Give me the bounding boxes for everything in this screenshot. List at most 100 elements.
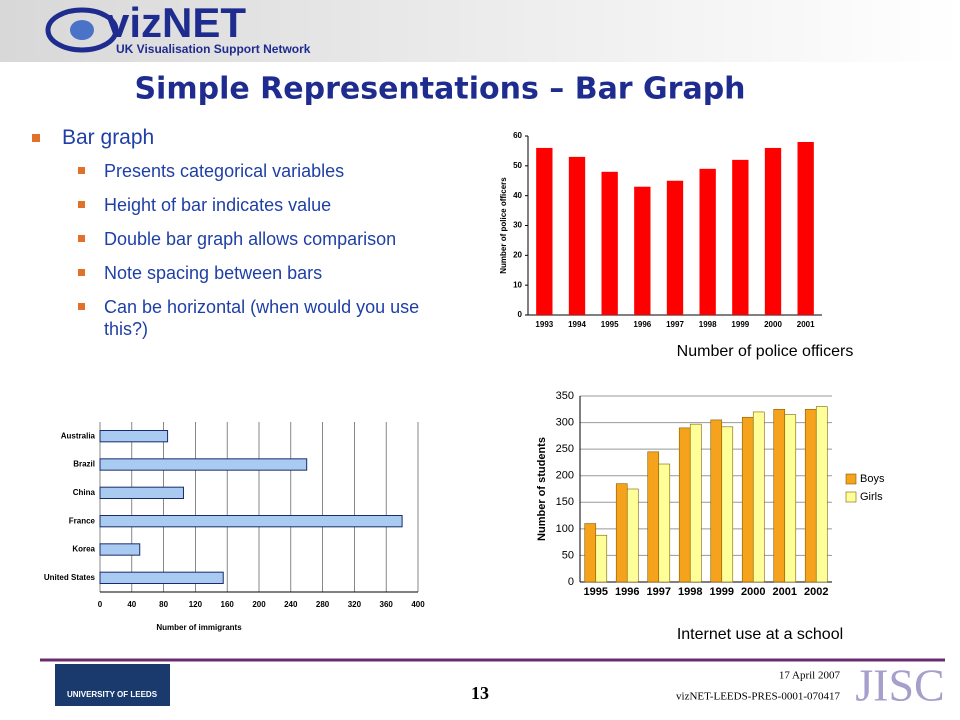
x-tick-label: 200 xyxy=(252,600,266,609)
sub-bullet: Note spacing between bars xyxy=(28,262,448,284)
y-tick-label: 30 xyxy=(513,221,522,230)
y-tick-label: 50 xyxy=(513,161,522,170)
logo-dot xyxy=(70,20,94,40)
bar xyxy=(615,483,628,583)
y-axis-label: Number of students xyxy=(536,437,548,541)
y-tick-label: 0 xyxy=(568,576,574,588)
logo-swoosh xyxy=(45,7,119,53)
bar xyxy=(99,543,141,556)
university: UNIVERSITY OF LEEDS xyxy=(67,690,158,699)
chart-caption: Number of police officers xyxy=(677,343,854,360)
header-band xyxy=(0,0,960,62)
bar xyxy=(804,408,817,583)
bar xyxy=(699,168,716,315)
page-number: 13 xyxy=(471,683,489,703)
bar xyxy=(658,463,671,583)
bar xyxy=(678,427,691,583)
x-tick-label: 1999 xyxy=(731,320,749,329)
y-tick-label: 250 xyxy=(556,443,574,455)
x-tick-label: 80 xyxy=(159,600,168,609)
x-tick-label: 1996 xyxy=(615,586,639,598)
x-tick-label: 120 xyxy=(189,600,203,609)
bullet-list: Bar graph Presents categorical variables… xyxy=(28,126,448,352)
x-tick-label: 1999 xyxy=(710,586,734,598)
y-tick-label: 200 xyxy=(556,470,574,482)
x-tick-label: 1993 xyxy=(535,320,553,329)
y-tick-label: 60 xyxy=(513,131,522,140)
y-tick-label: Brazil xyxy=(73,460,95,469)
date: 17 April 2007 xyxy=(779,670,841,682)
bar xyxy=(764,147,782,315)
bar xyxy=(741,416,754,583)
sub-bullet: Double bar graph allows comparison xyxy=(28,228,448,250)
x-tick-label: 1994 xyxy=(568,320,586,329)
bar xyxy=(721,426,734,583)
y-tick-label: Australia xyxy=(61,431,96,440)
tagline: UK Visualisation Support Network xyxy=(116,42,311,56)
bar xyxy=(99,571,224,585)
y-tick-label: 50 xyxy=(562,549,574,561)
x-tick-label: 2001 xyxy=(797,320,815,329)
y-tick-label: 10 xyxy=(513,280,522,289)
y-tick-label: 40 xyxy=(513,191,522,200)
bar xyxy=(99,515,403,528)
logo: vizNET xyxy=(106,0,246,46)
bar xyxy=(732,159,749,315)
x-tick-label: 40 xyxy=(127,600,136,609)
leeds-logo xyxy=(55,664,170,706)
bar xyxy=(634,186,651,315)
x-tick-label: 400 xyxy=(411,600,425,609)
legend-swatch xyxy=(845,491,857,503)
sponsor: JISC xyxy=(855,660,944,711)
y-tick-label: 350 xyxy=(556,390,574,402)
x-tick-label: 280 xyxy=(316,600,330,609)
bar xyxy=(710,419,723,583)
x-tick-label: 1996 xyxy=(633,320,651,329)
slide-title: Simple Representations – Bar Graph xyxy=(134,72,745,107)
sub-bullet: Presents categorical variables xyxy=(28,160,448,182)
x-tick-label: 1998 xyxy=(678,586,702,598)
sub-bullet: Height of bar indicates value xyxy=(28,194,448,216)
x-tick-label: 240 xyxy=(284,600,298,609)
y-tick-label: 300 xyxy=(556,416,574,428)
chart-caption: Internet use at a school xyxy=(677,626,843,643)
bar xyxy=(584,523,597,583)
y-tick-label: France xyxy=(69,516,96,525)
bar xyxy=(689,423,702,583)
y-tick-label: 0 xyxy=(518,310,523,319)
x-tick-label: 360 xyxy=(380,600,394,609)
bar xyxy=(797,141,814,315)
bar xyxy=(536,147,553,315)
bar xyxy=(815,406,828,583)
x-tick-label: 1998 xyxy=(699,320,717,329)
x-tick-label: 2000 xyxy=(741,586,765,598)
bar xyxy=(626,488,639,583)
bar xyxy=(784,414,797,583)
x-tick-label: 2000 xyxy=(764,320,782,329)
y-tick-label: 100 xyxy=(556,523,574,535)
legend-label: Girls xyxy=(860,491,883,503)
bar xyxy=(601,171,618,315)
x-tick-label: 160 xyxy=(221,600,235,609)
x-tick-label: 1995 xyxy=(584,586,608,598)
sub-bullet: Can be horizontal (when would you use th… xyxy=(28,296,448,340)
x-tick-label: 1997 xyxy=(647,586,671,598)
y-axis-label: Number of police officers xyxy=(499,177,508,274)
y-tick-label: United States xyxy=(44,573,96,582)
bar xyxy=(99,486,184,499)
reference: vizNET-LEEDS-PRES-0001-070417 xyxy=(676,691,840,703)
legend-label: Boys xyxy=(860,473,885,485)
x-tick-label: 2002 xyxy=(804,586,828,598)
y-tick-label: 20 xyxy=(513,250,522,259)
bar xyxy=(773,408,786,583)
bar xyxy=(595,534,608,583)
bullet: Bar graph xyxy=(28,126,448,150)
bar xyxy=(568,156,586,315)
y-tick-label: 150 xyxy=(556,496,574,508)
x-axis-label: Number of immigrants xyxy=(156,623,242,632)
legend-swatch xyxy=(845,473,857,485)
bar xyxy=(752,411,765,583)
x-tick-label: 320 xyxy=(348,600,362,609)
